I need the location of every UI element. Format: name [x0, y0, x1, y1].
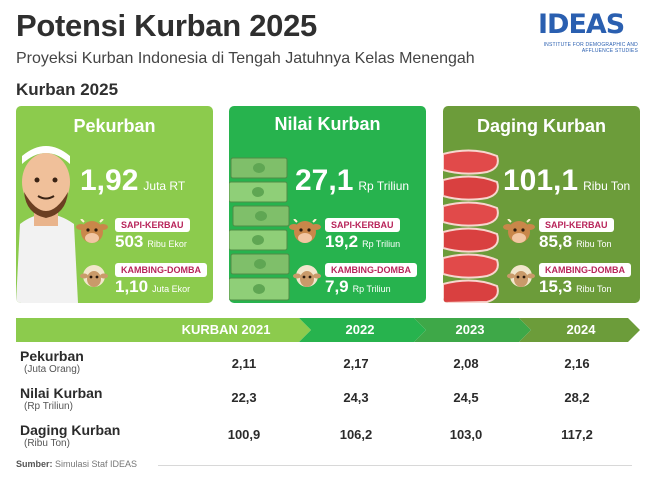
- sheep-icon: [293, 265, 321, 287]
- pill-kambing-domba: KAMBING-DOMBA: [115, 263, 207, 277]
- card-main-value: 101,1 Ribu Ton: [503, 164, 631, 197]
- sub-value-sapi: 19,2 Rp Triliun: [325, 232, 401, 251]
- timeline-segment-2023: [414, 318, 531, 342]
- logo-subtext: INSTITUTE FOR DEMOGRAPHIC AND AFFLUENCE …: [543, 42, 638, 54]
- timeline-header: [16, 318, 640, 342]
- cow-icon: [503, 219, 535, 243]
- row-label-pekurban: Pekurban (Juta Orang): [20, 348, 84, 376]
- sub-value-kambing: 1,10 Juta Ekor: [115, 277, 191, 296]
- table-cell: 2,08: [453, 356, 479, 371]
- card-nilai-kurban: Nilai Kurban 27,1 Rp Triliun SAPI-KERBAU …: [229, 106, 426, 303]
- table-cell: 2,16: [564, 356, 590, 371]
- column-header-2022: 2022: [345, 322, 375, 337]
- row-label-nilai-kurban: Nilai Kurban (Rp Triliun): [20, 385, 103, 413]
- table-cell: 28,2: [564, 390, 590, 405]
- sub-value-sapi: 85,8 Ribu Ton: [539, 232, 612, 251]
- table-cell: 24,3: [343, 390, 369, 405]
- divider: [158, 465, 632, 466]
- pill-sapi-kerbau: SAPI-KERBAU: [325, 218, 400, 232]
- table-cell: 2,11: [231, 356, 257, 371]
- sheep-icon: [80, 265, 108, 287]
- meat-stack-illustration: [443, 149, 499, 303]
- card-daging-kurban: Daging Kurban 101,1 Ribu Ton SAPI-KERBAU …: [443, 106, 640, 303]
- table-cell: 117,2: [561, 427, 593, 442]
- sub-value-kambing: 7,9 Rp Triliun: [325, 277, 391, 296]
- card-title: Daging Kurban: [477, 116, 606, 136]
- column-header-2023: 2023: [455, 322, 485, 337]
- table-cell: 106,2: [339, 427, 373, 442]
- timeline-segment-2022: [299, 318, 426, 342]
- money-stack-illustration: [229, 157, 290, 301]
- card-title: Pekurban: [73, 116, 156, 136]
- page-title: Potensi Kurban 2025: [16, 8, 317, 43]
- column-header-2021: KURBAN 2021: [181, 322, 271, 337]
- sub-value-sapi: 503 Ribu Ekor: [115, 232, 187, 251]
- row-label-daging-kurban: Daging Kurban (Ribu Ton): [20, 422, 121, 450]
- table-cell: 100,9: [227, 427, 261, 442]
- card-title: Nilai Kurban: [274, 114, 381, 134]
- timeline-segment-2021: [16, 318, 311, 342]
- card-pekurban: Pekurban 1,92 Juta RT SAPI-KERBAU 503 Ribu…: [16, 106, 213, 303]
- pill-kambing-domba: KAMBING-DOMBA: [325, 263, 417, 277]
- pill-kambing-domba: KAMBING-DOMBA: [539, 263, 631, 277]
- timeline-segment-2024: [519, 318, 640, 342]
- cow-icon: [289, 219, 321, 243]
- table-cell: 22,3: [231, 390, 257, 405]
- section-title: Kurban 2025: [16, 80, 119, 99]
- pill-sapi-kerbau: SAPI-KERBAU: [539, 218, 614, 232]
- column-header-2024: 2024: [566, 322, 596, 337]
- logo-text: IDEAS: [538, 9, 625, 40]
- page-subtitle: Proyeksi Kurban Indonesia di Tengah Jatu…: [16, 50, 475, 67]
- table-cell: 103,0: [449, 427, 483, 442]
- sheep-icon: [507, 265, 535, 287]
- card-main-value: 1,92 Juta RT: [80, 164, 186, 197]
- source-note: Sumber: Simulasi Staf IDEAS: [16, 459, 138, 469]
- sub-value-kambing: 15,3 Ribu Ton: [539, 277, 612, 296]
- card-main-value: 27,1 Rp Triliun: [295, 164, 410, 197]
- cow-icon: [76, 219, 108, 243]
- ideas-logo: IDEAS INSTITUTE FOR DEMOGRAPHIC AND AFFL…: [538, 10, 642, 62]
- pill-sapi-kerbau: SAPI-KERBAU: [115, 218, 190, 232]
- table-cell: 2,17: [343, 356, 369, 371]
- table-cell: 24,5: [453, 390, 479, 405]
- person-illustration: [16, 146, 78, 303]
